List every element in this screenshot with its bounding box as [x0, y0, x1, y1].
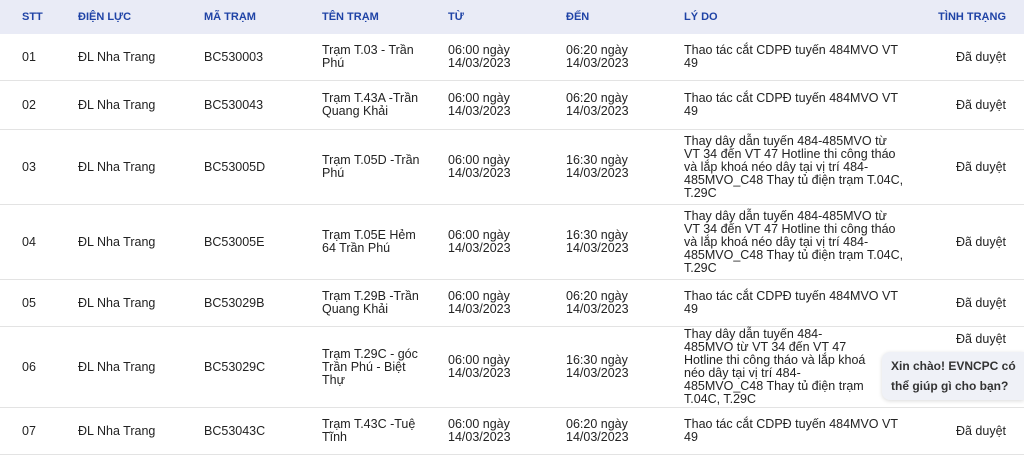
cell-ma-tram: BC53029B: [204, 279, 322, 327]
cell-ten-tram: Trạm T.43C -Tuệ Tĩnh: [322, 407, 448, 455]
cell-den: 16:30 ngày 14/03/2023: [566, 204, 684, 280]
chat-message: Xin chào! EVNCPC có thể giúp gì cho bạn?: [891, 359, 1016, 393]
header-dien-luc: ĐIỆN LỰC: [78, 0, 204, 34]
header-ten-tram: TÊN TRẠM: [322, 0, 448, 34]
cell-stt: 05: [0, 279, 78, 327]
cell-tinh-trang: Đã duyệt: [914, 129, 1024, 205]
chat-greeting-bubble[interactable]: Xin chào! EVNCPC có thể giúp gì cho bạn?: [882, 352, 1024, 400]
cell-dien-luc: ĐL Nha Trang: [78, 129, 204, 205]
cell-tu: 06:00 ngày 14/03/2023: [448, 129, 566, 205]
table-row[interactable]: 03 ĐL Nha Trang BC53005D Trạm T.05D -Trần P…: [0, 129, 1024, 205]
table-row[interactable]: 02 ĐL Nha Trang BC530043 Trạm T.43A -Trần Q…: [0, 80, 1024, 130]
cell-ma-tram: BC530003: [204, 34, 322, 81]
cell-ly-do: Thay dây dẫn tuyến 484-485MVO từ VT 34 đ…: [684, 204, 914, 280]
cell-tinh-trang: Đã duyệt: [914, 80, 1024, 130]
cell-ma-tram: BC53005E: [204, 204, 322, 280]
cell-den: 06:20 ngày 14/03/2023: [566, 80, 684, 130]
cell-stt: 03: [0, 129, 78, 205]
cell-ma-tram: BC53029C: [204, 326, 322, 408]
header-tu: TỪ: [448, 0, 566, 34]
cell-den: 06:20 ngày 14/03/2023: [566, 407, 684, 455]
cell-tu: 06:00 ngày 14/03/2023: [448, 279, 566, 327]
header-den: ĐẾN: [566, 0, 684, 34]
header-ly-do: LÝ DO: [684, 0, 914, 34]
cell-dien-luc: ĐL Nha Trang: [78, 80, 204, 130]
cell-stt: 07: [0, 407, 78, 455]
header-stt: STT: [0, 0, 78, 34]
cell-tinh-trang: Đã duyệt: [914, 407, 1024, 455]
cell-tinh-trang: Đã duyệt: [914, 34, 1024, 81]
cell-den: 16:30 ngày 14/03/2023: [566, 129, 684, 205]
cell-stt: 06: [0, 326, 78, 408]
cell-stt: 01: [0, 34, 78, 81]
cell-den: 06:20 ngày 14/03/2023: [566, 279, 684, 327]
table-header: STT ĐIỆN LỰC MÃ TRẠM TÊN TRẠM TỪ ĐẾN LÝ DO TÌNH…: [0, 0, 1024, 34]
cell-dien-luc: ĐL Nha Trang: [78, 326, 204, 408]
table-row[interactable]: 01 ĐL Nha Trang BC530003 Trạm T.03 - Trần P…: [0, 34, 1024, 81]
cell-tinh-trang: Đã duyệt: [914, 279, 1024, 327]
cell-ten-tram: Trạm T.29B -Trần Quang Khải: [322, 279, 448, 327]
cell-ly-do: Thay dây dẫn tuyến 484-485MVO từ VT 34 đ…: [684, 326, 914, 408]
cell-tu: 06:00 ngày 14/03/2023: [448, 204, 566, 280]
cell-dien-luc: ĐL Nha Trang: [78, 279, 204, 327]
cell-dien-luc: ĐL Nha Trang: [78, 407, 204, 455]
cell-tu: 06:00 ngày 14/03/2023: [448, 34, 566, 81]
cell-stt: 02: [0, 80, 78, 130]
cell-ten-tram: Trạm T.43A -Trần Quang Khải: [322, 80, 448, 130]
cell-ma-tram: BC530043: [204, 80, 322, 130]
cell-ly-do: Thao tác cắt CDPĐ tuyến 484MVO VT 49: [684, 80, 914, 130]
cell-ma-tram: BC53005D: [204, 129, 322, 205]
cell-tu: 06:00 ngày 14/03/2023: [448, 80, 566, 130]
cell-tu: 06:00 ngày 14/03/2023: [448, 326, 566, 408]
cell-ten-tram: Trạm T.03 - Trần Phú: [322, 34, 448, 81]
cell-tu: 06:00 ngày 14/03/2023: [448, 407, 566, 455]
cell-ten-tram: Trạm T.05E Hẻm 64 Trần Phú: [322, 204, 448, 280]
cell-den: 06:20 ngày 14/03/2023: [566, 34, 684, 81]
header-tinh-trang: TÌNH TRẠNG: [914, 0, 1024, 34]
table-row[interactable]: 06 ĐL Nha Trang BC53029C Trạm T.29C - góc T…: [0, 326, 1024, 408]
table-row[interactable]: 05 ĐL Nha Trang BC53029B Trạm T.29B -Trần Q…: [0, 279, 1024, 327]
cell-ma-tram: BC53043C: [204, 407, 322, 455]
header-ma-tram: MÃ TRẠM: [204, 0, 322, 34]
cell-den: 16:30 ngày 14/03/2023: [566, 326, 684, 408]
cell-ly-do: Thao tác cắt CDPĐ tuyến 484MVO VT 49: [684, 279, 914, 327]
table-row[interactable]: 07 ĐL Nha Trang BC53043C Trạm T.43C -Tuệ Tĩ…: [0, 407, 1024, 455]
cell-dien-luc: ĐL Nha Trang: [78, 34, 204, 81]
cell-ly-do: Thao tác cắt CDPĐ tuyến 484MVO VT 49: [684, 407, 914, 455]
cell-ten-tram: Trạm T.05D -Trần Phú: [322, 129, 448, 205]
cell-ten-tram: Trạm T.29C - góc Trần Phú - Biệt Thự: [322, 326, 448, 408]
cell-stt: 04: [0, 204, 78, 280]
cell-tinh-trang: Đã duyệt: [914, 204, 1024, 280]
cell-ly-do: Thao tác cắt CDPĐ tuyến 484MVO VT 49: [684, 34, 914, 81]
cell-ly-do: Thay dây dẫn tuyến 484-485MVO từ VT 34 đ…: [684, 129, 914, 205]
cell-dien-luc: ĐL Nha Trang: [78, 204, 204, 280]
table-row[interactable]: 04 ĐL Nha Trang BC53005E Trạm T.05E Hẻm 64 …: [0, 204, 1024, 280]
